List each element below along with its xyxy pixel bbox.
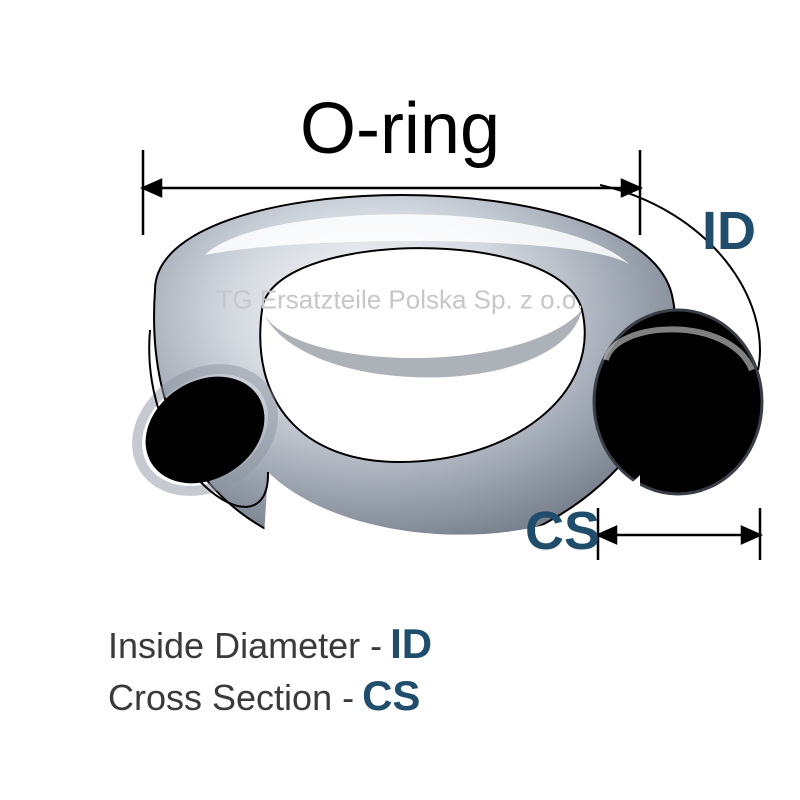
- legend-cs-suffix: CS: [362, 672, 420, 720]
- legend-id-suffix: ID: [390, 620, 432, 668]
- oring-body: [114, 185, 762, 600]
- legend-id-prefix: Inside Diameter -: [108, 625, 382, 667]
- legend-cs-prefix: Cross Section -: [108, 677, 354, 719]
- right-cut-face: [594, 310, 762, 494]
- oring-diagram: { "diagram": { "type": "infographic", "w…: [0, 0, 800, 800]
- legend-line-id: Inside Diameter - ID: [108, 620, 432, 668]
- watermark-text: TG Ersatzteile Polska Sp. z o.o.: [216, 285, 583, 316]
- label-cs: CS: [525, 500, 600, 562]
- diagram-title: O-ring: [0, 88, 800, 170]
- legend-line-cs: Cross Section - CS: [108, 672, 420, 720]
- label-id: ID: [702, 200, 756, 262]
